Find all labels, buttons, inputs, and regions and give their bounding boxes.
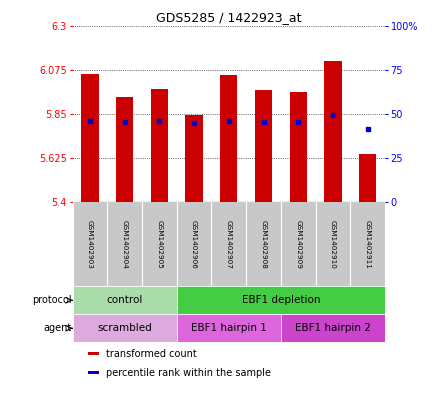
Bar [88,371,99,374]
Text: transformed count: transformed count [106,349,197,359]
Bar [220,75,238,202]
Title: GDS5285 / 1422923_at: GDS5285 / 1422923_at [156,11,301,24]
Text: GSM1402903: GSM1402903 [87,220,93,269]
Text: EBF1 hairpin 2: EBF1 hairpin 2 [295,323,371,333]
Text: scrambled: scrambled [97,323,152,333]
Bar [324,61,341,202]
Text: GSM1402904: GSM1402904 [122,220,128,269]
Bar [177,286,385,314]
Text: GSM1402911: GSM1402911 [365,220,370,269]
Bar [255,90,272,202]
Text: GSM1402906: GSM1402906 [191,220,197,269]
Text: GSM1402910: GSM1402910 [330,220,336,269]
Text: GSM1402907: GSM1402907 [226,220,232,269]
Bar [150,90,168,202]
Bar [88,353,99,355]
Bar [73,314,177,342]
Text: control: control [106,295,143,305]
Bar [359,154,376,202]
Bar [116,97,133,202]
Text: EBF1 hairpin 1: EBF1 hairpin 1 [191,323,267,333]
Bar [290,92,307,202]
Bar [185,115,203,202]
Text: EBF1 depletion: EBF1 depletion [242,295,320,305]
Text: agent: agent [44,323,72,333]
Bar [81,74,99,202]
Bar [177,314,281,342]
Text: GSM1402908: GSM1402908 [260,220,267,269]
Text: protocol: protocol [32,295,72,305]
Bar [281,314,385,342]
Text: GSM1402909: GSM1402909 [295,220,301,269]
Text: percentile rank within the sample: percentile rank within the sample [106,367,271,378]
Bar [73,286,177,314]
Text: GSM1402905: GSM1402905 [156,220,162,269]
